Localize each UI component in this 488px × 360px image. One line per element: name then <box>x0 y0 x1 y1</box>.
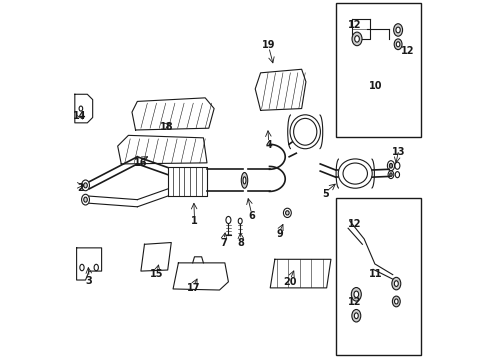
Polygon shape <box>255 69 305 111</box>
Text: 8: 8 <box>237 238 244 248</box>
Text: 13: 13 <box>391 147 405 157</box>
Ellipse shape <box>351 32 361 46</box>
Ellipse shape <box>83 183 87 188</box>
Text: 9: 9 <box>276 229 282 239</box>
Text: 12: 12 <box>347 219 361 229</box>
Text: 2: 2 <box>77 183 83 193</box>
Ellipse shape <box>391 277 400 290</box>
Ellipse shape <box>338 159 371 188</box>
Ellipse shape <box>351 310 360 322</box>
Text: 19: 19 <box>262 40 275 50</box>
Text: 4: 4 <box>265 140 272 150</box>
Text: 18: 18 <box>160 122 173 132</box>
Text: 12: 12 <box>347 297 361 307</box>
Ellipse shape <box>391 296 400 307</box>
Text: 6: 6 <box>248 211 255 221</box>
Ellipse shape <box>350 288 361 301</box>
Polygon shape <box>167 167 206 196</box>
Ellipse shape <box>395 42 399 47</box>
Text: 16: 16 <box>134 158 147 168</box>
Ellipse shape <box>388 163 392 168</box>
Ellipse shape <box>81 194 89 205</box>
Ellipse shape <box>241 172 247 188</box>
Polygon shape <box>173 263 228 290</box>
Ellipse shape <box>393 24 402 36</box>
Text: 1: 1 <box>191 216 198 226</box>
Ellipse shape <box>394 299 397 304</box>
Polygon shape <box>118 135 206 164</box>
Text: 5: 5 <box>322 189 328 199</box>
Polygon shape <box>270 259 330 288</box>
Ellipse shape <box>393 281 397 287</box>
Ellipse shape <box>395 27 400 33</box>
Bar <box>335 3 421 137</box>
Polygon shape <box>132 98 214 130</box>
Ellipse shape <box>243 177 245 184</box>
Text: 3: 3 <box>85 276 92 286</box>
Text: 10: 10 <box>368 81 382 91</box>
Text: 17: 17 <box>186 283 200 293</box>
Polygon shape <box>77 248 102 280</box>
Text: 20: 20 <box>283 277 296 287</box>
Text: 14: 14 <box>73 111 86 121</box>
Text: 15: 15 <box>150 269 163 279</box>
Bar <box>335 198 421 355</box>
Ellipse shape <box>83 197 87 202</box>
Ellipse shape <box>354 313 358 319</box>
Text: 11: 11 <box>368 269 382 279</box>
Ellipse shape <box>289 115 320 149</box>
Ellipse shape <box>354 36 359 42</box>
Text: 7: 7 <box>220 238 227 248</box>
Polygon shape <box>75 94 93 123</box>
Ellipse shape <box>285 211 288 215</box>
Text: 12: 12 <box>347 19 361 30</box>
Ellipse shape <box>283 208 291 217</box>
Text: 12: 12 <box>401 46 414 56</box>
Ellipse shape <box>81 180 89 191</box>
Ellipse shape <box>353 291 358 297</box>
Ellipse shape <box>389 173 391 176</box>
Ellipse shape <box>393 39 401 50</box>
Polygon shape <box>141 243 171 271</box>
